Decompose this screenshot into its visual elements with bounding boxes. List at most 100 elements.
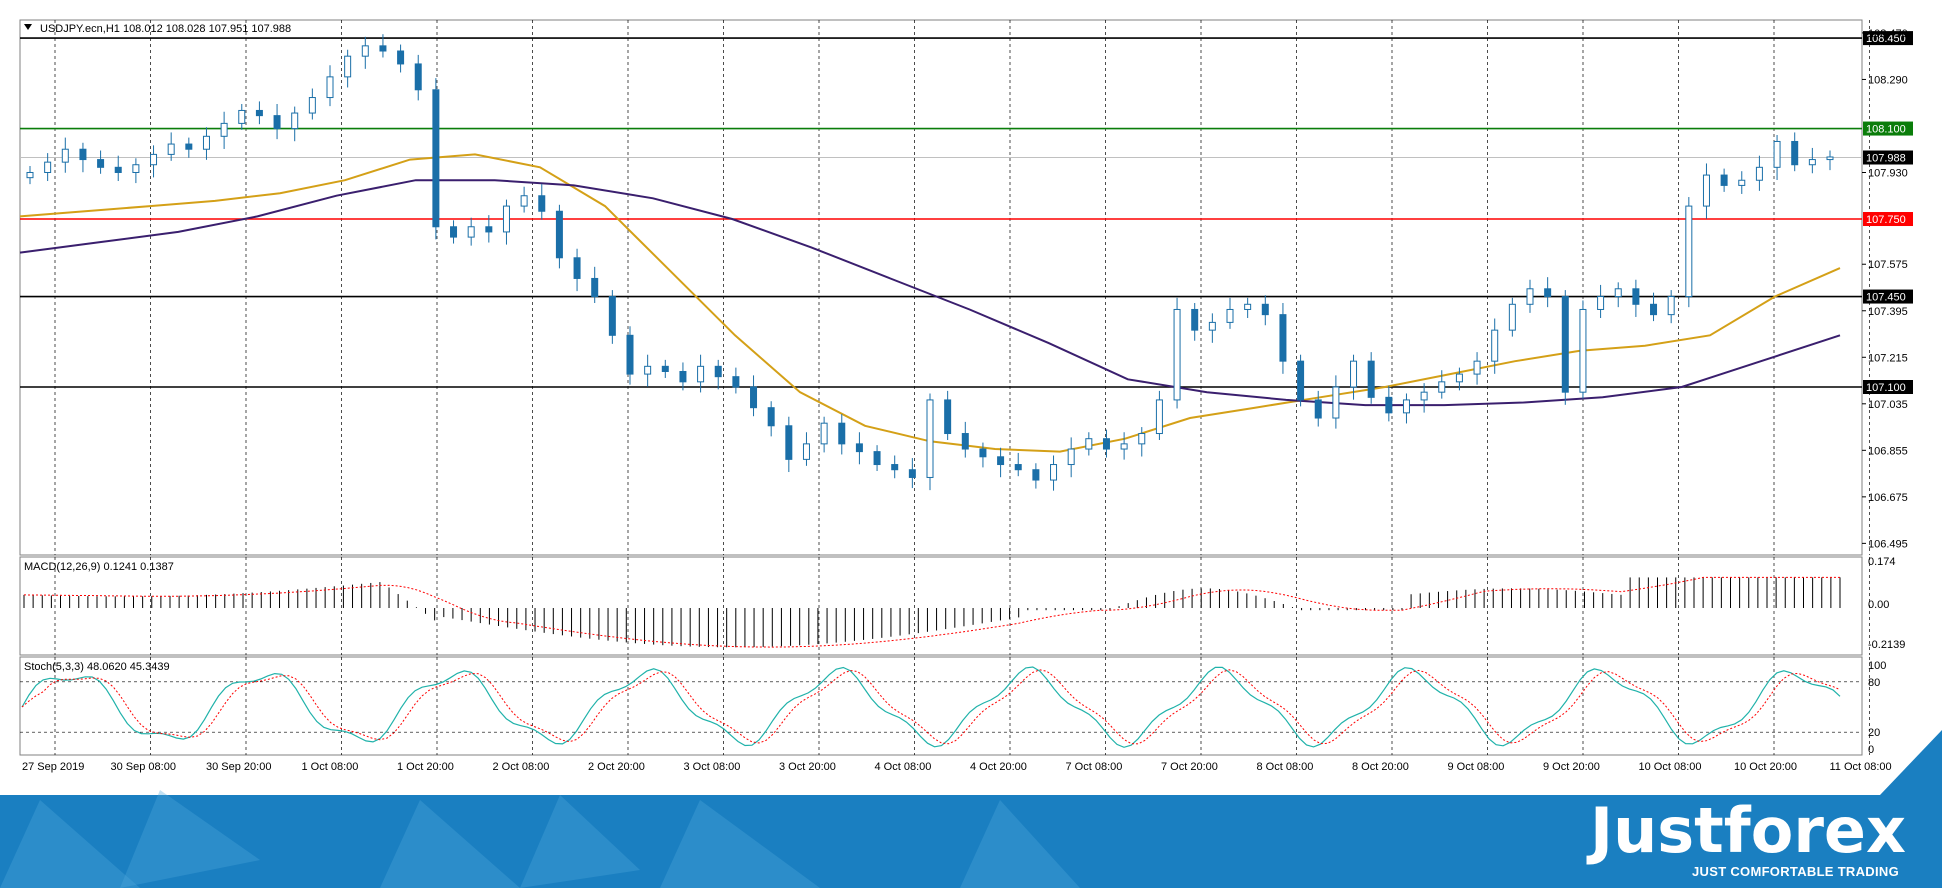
candle-body <box>220 122 228 137</box>
candle-body <box>1385 396 1393 414</box>
candle-body <box>308 97 316 114</box>
level-label-bg <box>1863 150 1913 165</box>
candle-body <box>26 171 34 179</box>
time-axis-label: 1 Oct 20:00 <box>397 761 454 773</box>
candle-body <box>1614 288 1622 298</box>
time-axis-label: 9 Oct 20:00 <box>1543 761 1600 773</box>
candle-body <box>979 448 987 458</box>
time-axis-label: 2 Oct 08:00 <box>493 761 550 773</box>
candle-body <box>644 365 652 375</box>
candle-body <box>379 45 387 52</box>
candle-body <box>150 153 158 166</box>
stoch-tick-label: 100 <box>1868 660 1886 672</box>
banner-decor-shape <box>0 800 140 888</box>
candle-body <box>1208 321 1216 331</box>
time-axis-label: 4 Oct 08:00 <box>875 761 932 773</box>
macd-tick-label: 0.00 <box>1868 599 1889 611</box>
price-tick-label: 108.470 <box>1868 28 1908 40</box>
time-axis-label: 8 Oct 20:00 <box>1352 761 1409 773</box>
candle-body <box>1473 360 1481 375</box>
candle-body <box>1138 433 1146 445</box>
time-axis-label: 30 Sep 08:00 <box>111 761 176 773</box>
stoch-signal-line <box>21 669 1841 745</box>
stoch-pane-frame <box>19 656 1863 756</box>
time-axis-label: 3 Oct 08:00 <box>684 761 741 773</box>
stoch-tick-label: 0 <box>1868 744 1874 756</box>
candle-body <box>97 159 105 168</box>
candle-body <box>344 55 352 78</box>
candle-body <box>1367 360 1375 398</box>
level-label-bg <box>1863 121 1913 136</box>
time-axis-label: 7 Oct 20:00 <box>1161 761 1218 773</box>
candle-body <box>1455 373 1463 383</box>
price-pane-frame <box>19 19 1863 556</box>
candle-body <box>873 451 881 466</box>
candle-body <box>450 226 458 238</box>
candle-body <box>397 50 405 65</box>
candle-body <box>1755 166 1763 181</box>
collapse-triangle-icon[interactable] <box>24 24 32 30</box>
candle-body <box>820 422 828 445</box>
level-label: 107.100 <box>1866 382 1906 394</box>
banner-decor-shape <box>520 795 640 888</box>
candle-body <box>520 195 528 207</box>
candle-body <box>1297 360 1305 401</box>
candle-body <box>1579 308 1587 393</box>
time-axis-label: 10 Oct 20:00 <box>1734 761 1797 773</box>
banner-decor-shape <box>380 800 520 888</box>
banner-decor-shape <box>660 800 820 888</box>
candle-body <box>1085 438 1093 450</box>
brand-logo: Justforex <box>1586 794 1906 867</box>
candle-body <box>961 433 969 450</box>
time-axis-label: 4 Oct 20:00 <box>970 761 1027 773</box>
candle-body <box>802 443 810 460</box>
stoch-tick-label: 80 <box>1868 677 1880 689</box>
candle-body <box>944 399 952 435</box>
level-label: 108.100 <box>1866 124 1906 136</box>
candle-body <box>1032 469 1040 481</box>
candle-body <box>1791 140 1799 166</box>
macd-tick-label: -0.2139 <box>1868 639 1905 651</box>
candle-body <box>1491 329 1499 362</box>
time-axis-label: 10 Oct 08:00 <box>1639 761 1702 773</box>
candle-body <box>1050 464 1058 481</box>
candle-body <box>238 109 246 124</box>
price-tick-label: 106.495 <box>1868 538 1908 550</box>
candle-body <box>1773 140 1781 168</box>
candle-body <box>1667 296 1675 316</box>
candle-body <box>591 277 599 298</box>
level-label-bg <box>1863 212 1913 227</box>
price-tick-label: 107.930 <box>1868 167 1908 179</box>
price-tick-label: 107.575 <box>1868 259 1908 271</box>
candle-body <box>414 63 422 91</box>
candle-body <box>1508 303 1516 331</box>
ma-slow-line <box>19 179 1841 407</box>
candle-body <box>732 376 740 388</box>
candle-body <box>1120 443 1128 450</box>
time-axis-label: 1 Oct 08:00 <box>302 761 359 773</box>
candle-body <box>1632 288 1640 305</box>
candle-body <box>573 257 581 279</box>
stoch-main-line <box>21 666 1841 748</box>
price-tick-label: 106.855 <box>1868 445 1908 457</box>
candle-body <box>838 422 846 445</box>
candle-body <box>1191 308 1199 331</box>
time-axis-label: 8 Oct 08:00 <box>1257 761 1314 773</box>
candle-body <box>114 166 122 173</box>
candle-body <box>202 135 210 150</box>
banner-corner <box>1880 730 1942 795</box>
time-axis-label: 2 Oct 20:00 <box>588 761 645 773</box>
candle-body <box>255 109 263 117</box>
candle-body <box>891 464 899 471</box>
candle-body <box>1173 308 1181 401</box>
stoch-title: Stoch(5,3,3) 48.0620 45.3439 <box>24 661 170 673</box>
banner-decor-shape <box>120 790 260 888</box>
candle-body <box>132 164 140 173</box>
candle-body <box>1526 288 1534 305</box>
level-label: 107.750 <box>1866 214 1906 226</box>
candle-body <box>326 76 334 99</box>
candle-body <box>1544 288 1552 298</box>
time-axis-label: 3 Oct 20:00 <box>779 761 836 773</box>
symbol-header: USDJPY.ecn,H1 108.012 108.028 107.951 10… <box>40 23 291 35</box>
